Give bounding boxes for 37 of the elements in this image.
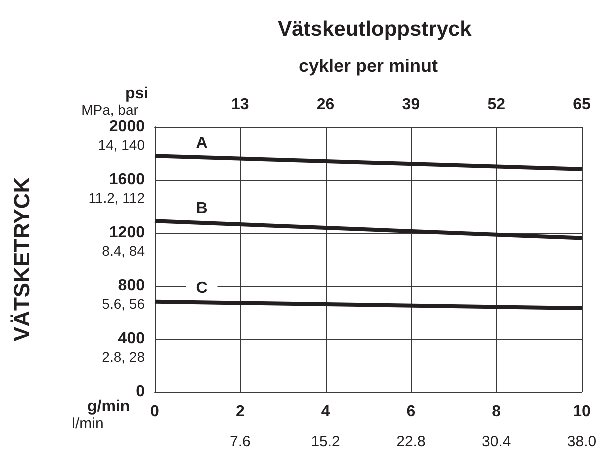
x2-tick-label: 26 (316, 96, 335, 114)
y-tick-label: 800 (118, 278, 146, 294)
x2-tick-label: 52 (488, 96, 506, 114)
series-label: C (196, 280, 208, 298)
text: 7.6 (230, 434, 251, 450)
y-tick-label: 400 (118, 330, 146, 348)
text: psi (125, 86, 149, 102)
x2-tick-label: 65 (573, 96, 591, 114)
x2-axis-title: cykler per minut (298, 56, 438, 76)
y-tick-label: 0 (136, 384, 146, 400)
text: 14, 140 (98, 137, 146, 153)
text: 8.4, 84 (102, 243, 146, 259)
x-axis-title: g/min (88, 398, 130, 416)
y-tick-label: 2000 (109, 118, 146, 136)
text: MPa, bar (82, 102, 139, 118)
x2-tick-label: 39 (402, 96, 420, 114)
y-tick-label: 1200 (109, 224, 146, 242)
series-label: A (196, 135, 208, 152)
text: 22.8 (396, 434, 426, 450)
chart-title: Vätskeutloppstryck (278, 18, 472, 41)
x-tick-label: 0 (150, 404, 160, 420)
y-axis-title: VÄTSKETRYCK (10, 177, 34, 342)
text: 38.0 (567, 434, 597, 450)
series-label: B (196, 200, 208, 218)
text: 5.6, 56 (102, 296, 146, 312)
text: 2.8, 28 (102, 349, 146, 365)
x-tick-label: 2 (236, 404, 245, 420)
text: 15.2 (311, 434, 340, 450)
x2-tick-label: 13 (232, 96, 250, 114)
text: l/min (72, 416, 104, 432)
x-tick-label: 4 (321, 404, 330, 420)
y-tick-label: 1600 (109, 172, 146, 188)
x-tick-label: 8 (492, 404, 502, 420)
text: 30.4 (482, 434, 512, 450)
x-tick-label: 6 (406, 404, 416, 420)
x-tick-label: 10 (573, 404, 591, 420)
text: 11.2, 112 (88, 190, 146, 206)
